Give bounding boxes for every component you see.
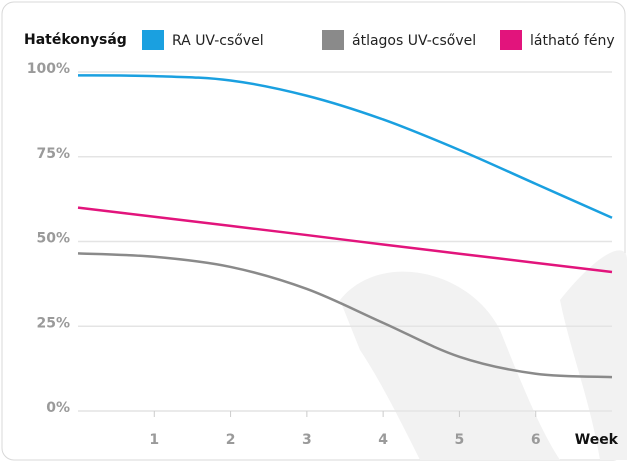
legend-label: RA UV-csővel (172, 33, 264, 49)
legend-label: látható fény (530, 33, 615, 49)
legend-swatch (142, 30, 164, 50)
chart: Hatékonyság 0% 25% 50% 75% 100% 1 2 3 4 5 6 Week RA … (0, 0, 627, 462)
x-tick-label: 3 (302, 432, 312, 448)
y-tick-label: 0% (46, 400, 70, 416)
x-tick-label: 4 (378, 432, 388, 448)
y-axis-label: Hatékonyság (24, 32, 127, 48)
x-tick-label: 2 (226, 432, 236, 448)
x-tick-label: 6 (531, 432, 541, 448)
legend-label: átlagos UV-csővel (352, 33, 476, 49)
legend-swatch (322, 30, 344, 50)
y-tick-label: 25% (36, 315, 70, 331)
y-tick-label: 50% (36, 231, 70, 247)
y-tick-label: 75% (36, 146, 70, 162)
y-tick-label: 100% (27, 61, 70, 77)
x-axis-label: Week (575, 432, 619, 448)
x-tick-label: 1 (149, 432, 159, 448)
x-tick-label: 5 (455, 432, 465, 448)
legend-swatch (500, 30, 522, 50)
frame (2, 2, 625, 460)
